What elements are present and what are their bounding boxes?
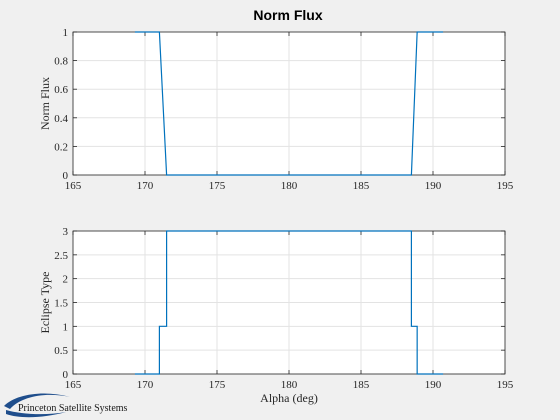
chart-title: Norm Flux: [253, 7, 322, 23]
series-line: [134, 31, 444, 176]
series-line: [134, 230, 444, 375]
y-tick-label: 1: [63, 321, 69, 333]
x-tick-label: 195: [497, 379, 514, 391]
y-tick-label: 2.5: [54, 250, 68, 262]
y-axis-label: Eclipse Type: [38, 272, 52, 334]
x-tick-label: 190: [425, 379, 442, 391]
x-axis-label: Alpha (deg): [260, 391, 318, 405]
y-tick-label: 0.2: [54, 141, 68, 153]
y-tick-label: 0.6: [54, 84, 68, 96]
y-tick-label: 0.5: [54, 345, 68, 357]
x-tick-label: 170: [137, 379, 154, 391]
x-tick-label: 165: [65, 379, 82, 391]
y-tick-label: 0: [63, 369, 69, 381]
logo-swoosh-lower: [6, 410, 66, 418]
x-tick-label: 175: [209, 379, 226, 391]
company-logo: Princeton Satellite Systems: [4, 393, 128, 418]
x-tick-label: 175: [209, 180, 226, 192]
x-tick-label: 165: [65, 180, 82, 192]
logo-text: Princeton Satellite Systems: [18, 403, 128, 414]
x-tick-label: 185: [353, 379, 370, 391]
x-tick-label: 170: [137, 180, 154, 192]
x-tick-label: 180: [281, 180, 298, 192]
x-tick-label: 190: [425, 180, 442, 192]
y-tick-label: 2: [63, 274, 69, 286]
bottom-axes: 165 170 175 180 185 190 195 0 0.5 1 1.5 2 2.5 3 Eclips…: [38, 226, 514, 405]
logo-swoosh: [4, 393, 70, 409]
y-tick-label: 1.5: [54, 298, 68, 310]
x-tick-label: 185: [353, 180, 370, 192]
top-axes: 165 170 175 180 185 190 195 0 0.2 0.4 0.6 0.8 1 Norm …: [38, 27, 514, 192]
y-tick-label: 1: [63, 27, 69, 39]
y-tick-label: 0.4: [54, 113, 68, 125]
y-tick-label: 0.8: [54, 56, 68, 68]
y-axis-label: Norm Flux: [38, 77, 52, 130]
x-tick-label: 195: [497, 180, 514, 192]
x-tick-label: 180: [281, 379, 298, 391]
y-tick-label: 3: [63, 226, 69, 238]
y-tick-label: 0: [63, 170, 69, 182]
